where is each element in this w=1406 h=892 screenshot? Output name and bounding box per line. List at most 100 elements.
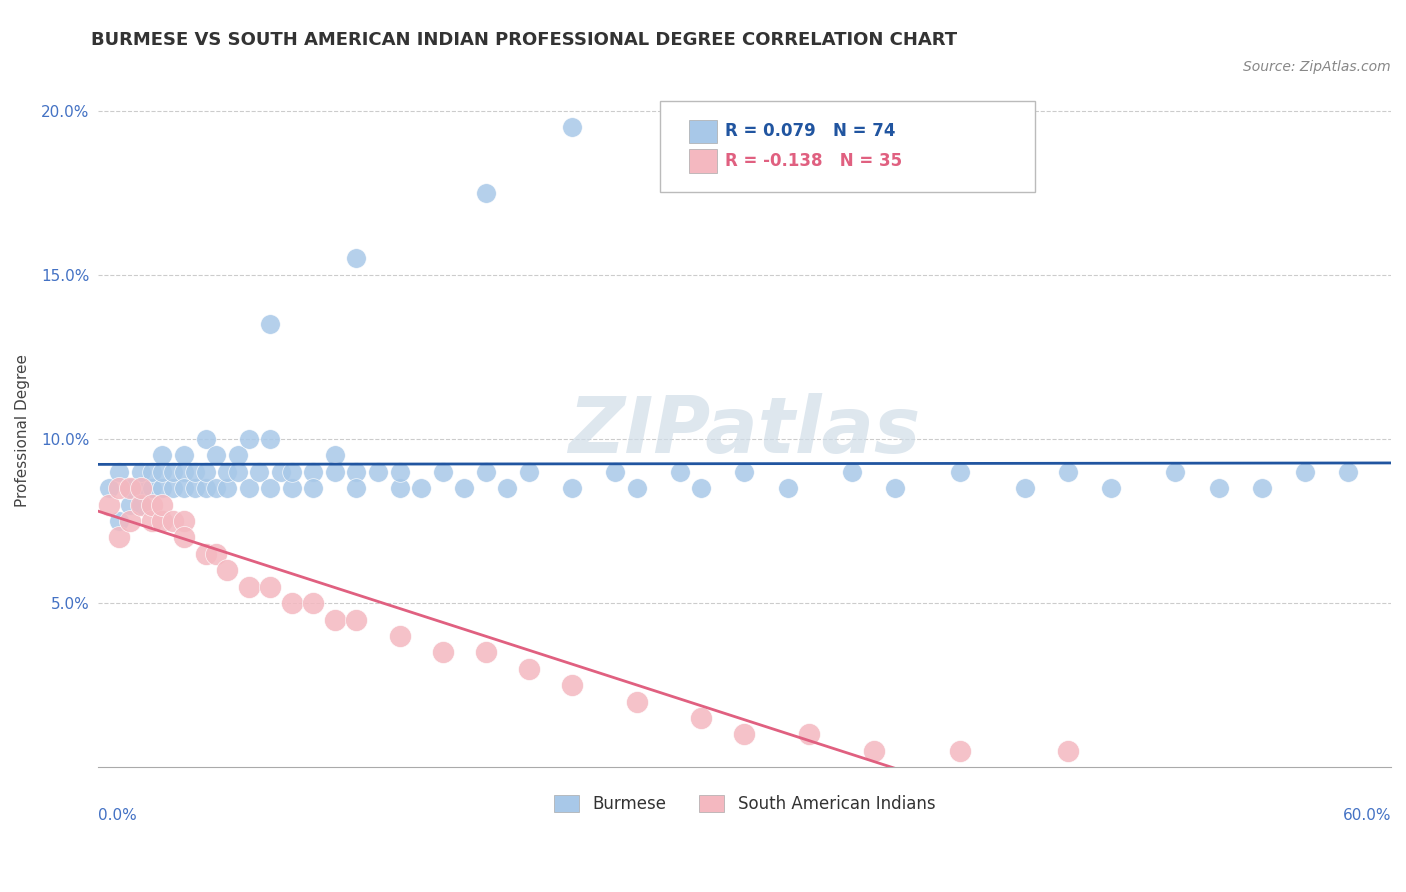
Point	[173, 465, 195, 479]
Text: ZIPatlas: ZIPatlas	[568, 392, 921, 468]
Text: 60.0%: 60.0%	[1343, 807, 1391, 822]
Point	[194, 465, 217, 479]
Point	[108, 481, 131, 495]
Point	[173, 514, 195, 528]
Point	[561, 481, 583, 495]
Point	[173, 531, 195, 545]
Legend: Burmese, South American Indians: Burmese, South American Indians	[547, 788, 942, 820]
Point	[238, 580, 260, 594]
Point	[884, 481, 907, 495]
Point	[120, 481, 142, 495]
Point	[388, 481, 411, 495]
Point	[733, 465, 755, 479]
Point	[217, 563, 239, 577]
Point	[217, 481, 239, 495]
Point	[561, 678, 583, 692]
Point	[238, 432, 260, 446]
Point	[346, 252, 368, 266]
Point	[259, 481, 281, 495]
Point	[162, 465, 184, 479]
Point	[626, 481, 648, 495]
FancyBboxPatch shape	[661, 101, 1035, 192]
Point	[152, 448, 174, 462]
Text: BURMESE VS SOUTH AMERICAN INDIAN PROFESSIONAL DEGREE CORRELATION CHART: BURMESE VS SOUTH AMERICAN INDIAN PROFESS…	[91, 31, 957, 49]
Text: R = -0.138   N = 35: R = -0.138 N = 35	[725, 152, 903, 169]
Point	[120, 498, 142, 512]
Point	[323, 448, 346, 462]
Y-axis label: Professional Degree: Professional Degree	[15, 354, 30, 508]
Point	[129, 481, 152, 495]
Point	[226, 465, 249, 479]
Point	[129, 498, 152, 512]
Point	[346, 465, 368, 479]
Point	[162, 514, 184, 528]
Point	[152, 481, 174, 495]
Point	[346, 613, 368, 627]
Point	[517, 662, 540, 676]
Point	[432, 645, 454, 659]
Point	[496, 481, 519, 495]
Point	[162, 481, 184, 495]
Point	[302, 465, 325, 479]
Point	[205, 448, 228, 462]
Point	[97, 481, 120, 495]
Point	[1014, 481, 1036, 495]
Point	[249, 465, 271, 479]
Point	[517, 465, 540, 479]
Point	[152, 465, 174, 479]
Point	[141, 481, 163, 495]
Point	[1164, 465, 1187, 479]
Point	[603, 465, 626, 479]
Point	[475, 186, 498, 200]
Point	[152, 514, 174, 528]
Point	[194, 481, 217, 495]
FancyBboxPatch shape	[689, 149, 717, 173]
Point	[690, 711, 713, 725]
Point	[475, 465, 498, 479]
Point	[1056, 465, 1078, 479]
Point	[797, 727, 820, 741]
Point	[561, 120, 583, 134]
Point	[129, 498, 152, 512]
Point	[120, 481, 142, 495]
Point	[281, 481, 304, 495]
Point	[141, 514, 163, 528]
Point	[453, 481, 475, 495]
FancyBboxPatch shape	[689, 120, 717, 144]
Point	[1250, 481, 1272, 495]
Point	[217, 465, 239, 479]
Point	[108, 531, 131, 545]
Point	[388, 465, 411, 479]
Point	[141, 465, 163, 479]
Point	[184, 465, 207, 479]
Point	[281, 465, 304, 479]
Point	[1208, 481, 1230, 495]
Point	[733, 727, 755, 741]
Point	[411, 481, 433, 495]
Point	[1099, 481, 1122, 495]
Text: R = 0.079   N = 74: R = 0.079 N = 74	[725, 122, 896, 140]
Point	[776, 481, 799, 495]
Point	[862, 744, 884, 758]
Point	[129, 465, 152, 479]
Point	[432, 465, 454, 479]
Point	[302, 596, 325, 610]
Point	[367, 465, 389, 479]
Text: Source: ZipAtlas.com: Source: ZipAtlas.com	[1243, 60, 1391, 74]
Point	[194, 547, 217, 561]
Point	[108, 514, 131, 528]
Point	[97, 498, 120, 512]
Point	[690, 481, 713, 495]
Point	[259, 580, 281, 594]
Point	[346, 481, 368, 495]
Point	[475, 645, 498, 659]
Point	[1056, 744, 1078, 758]
Point	[141, 498, 163, 512]
Point	[173, 448, 195, 462]
Text: 0.0%: 0.0%	[98, 807, 136, 822]
Point	[1337, 465, 1360, 479]
Point	[226, 448, 249, 462]
Point	[173, 481, 195, 495]
Point	[129, 481, 152, 495]
Point	[238, 481, 260, 495]
